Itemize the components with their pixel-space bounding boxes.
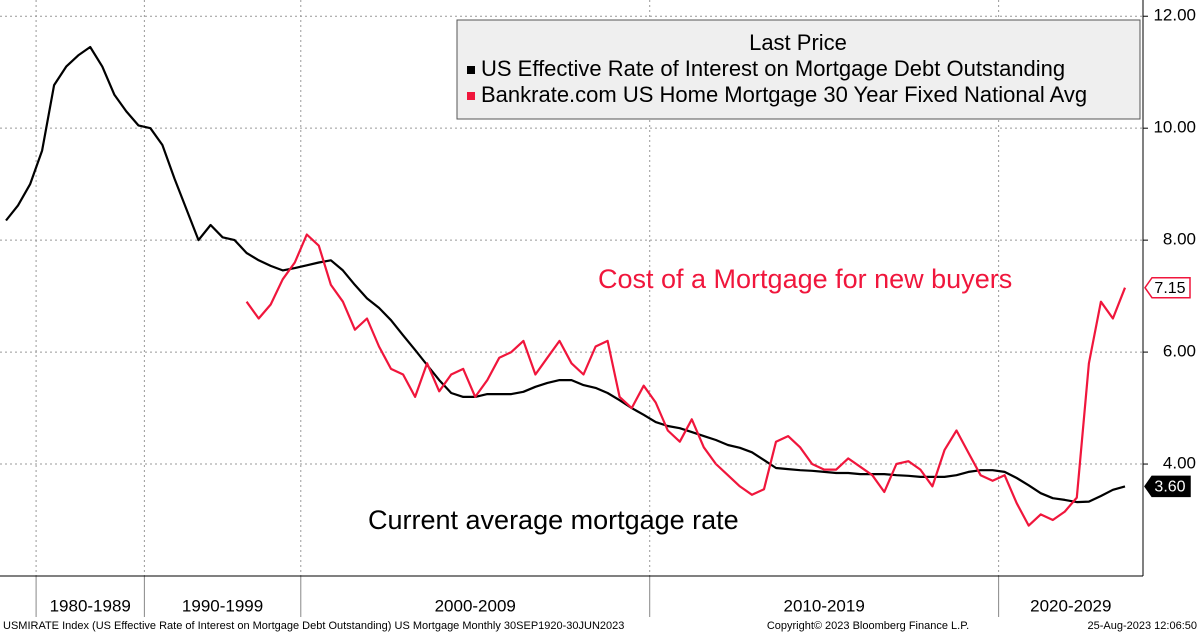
last-value-label: 7.15 <box>1154 280 1185 297</box>
y-tick-label: 8.00 <box>1163 230 1196 249</box>
last-value-label: 3.60 <box>1154 479 1185 496</box>
legend-label: US Effective Rate of Interest on Mortgag… <box>481 56 1065 81</box>
legend-title: Last Price <box>749 30 847 55</box>
annotation: Current average mortgage rate <box>368 505 739 535</box>
series-line <box>5 45 1126 504</box>
annotation: Cost of a Mortgage for new buyers <box>598 264 1012 294</box>
last-value-tag <box>1144 475 1191 498</box>
y-tick-label: 10.00 <box>1153 118 1196 137</box>
legend-swatch <box>467 92 475 100</box>
footer-timestamp: 25-Aug-2023 12:06:50 <box>1088 620 1197 632</box>
legend-label: Bankrate.com US Home Mortgage 30 Year Fi… <box>481 82 1087 107</box>
x-group-label: 1990-1999 <box>182 596 263 615</box>
series-line <box>245 233 1127 527</box>
x-group-label: 2000-2009 <box>435 596 516 615</box>
y-tick-label: 4.00 <box>1163 454 1196 473</box>
x-group-label: 2020-2029 <box>1030 596 1111 615</box>
legend-box <box>456 19 1141 120</box>
last-value-tag <box>1144 276 1191 299</box>
y-tick-label: 12.00 <box>1153 6 1196 25</box>
y-tick-label: 6.00 <box>1163 342 1196 361</box>
legend-swatch <box>467 66 475 74</box>
x-group-label: 2010-2019 <box>784 596 865 615</box>
footer-source: USMIRATE Index (US Effective Rate of Int… <box>3 620 624 632</box>
footer-copyright: Copyright© 2023 Bloomberg Finance L.P. <box>767 620 969 632</box>
x-group-label: 1980-1989 <box>50 596 131 615</box>
